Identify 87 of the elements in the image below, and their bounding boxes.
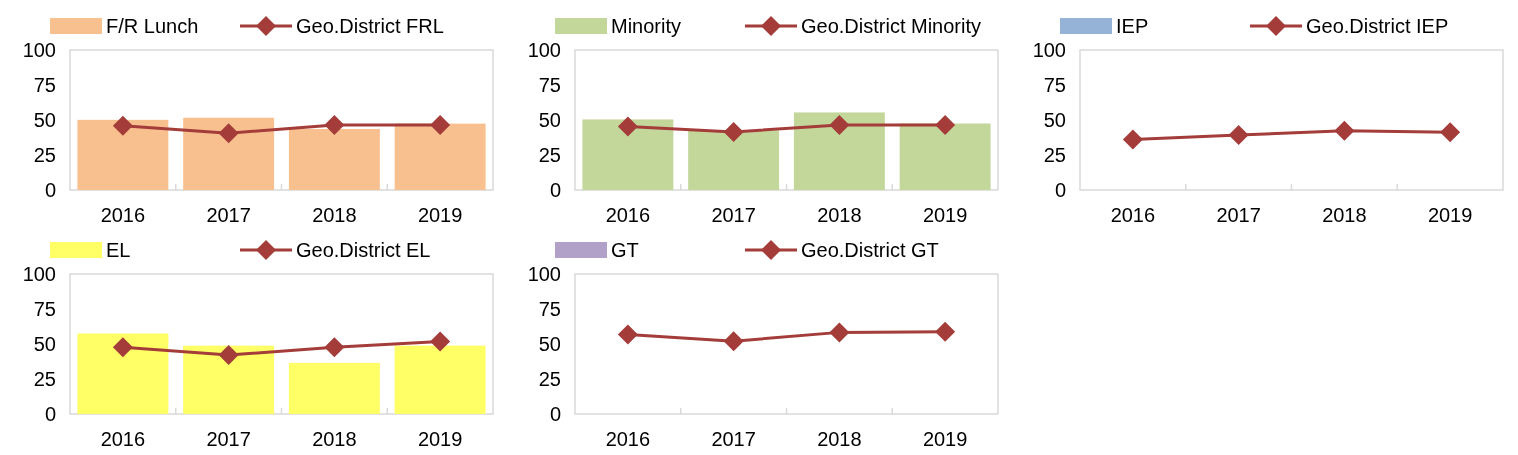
bar bbox=[77, 333, 169, 414]
x-tick-label: 2017 bbox=[1216, 204, 1261, 226]
bar bbox=[183, 345, 275, 414]
x-tick-label: 2018 bbox=[312, 204, 357, 226]
x-tick-label: 2018 bbox=[312, 428, 357, 450]
point bbox=[218, 123, 239, 144]
x-tick-label: 2017 bbox=[206, 204, 251, 226]
x-tick-label: 2018 bbox=[1322, 204, 1367, 226]
point bbox=[617, 324, 638, 345]
point bbox=[430, 115, 451, 136]
y-tick-label: 100 bbox=[1032, 39, 1066, 61]
legend-label: GT bbox=[611, 239, 639, 261]
legend-label: IEP bbox=[1116, 15, 1149, 37]
point bbox=[1122, 129, 1143, 150]
point bbox=[723, 331, 744, 352]
point bbox=[829, 322, 850, 343]
y-tick-label: 25 bbox=[1043, 144, 1066, 166]
bar bbox=[394, 123, 486, 190]
point bbox=[935, 114, 956, 135]
point bbox=[1228, 125, 1249, 146]
y-tick-label: 50 bbox=[33, 333, 56, 355]
x-tick-label: 2016 bbox=[1110, 204, 1156, 226]
point bbox=[218, 345, 239, 366]
bar bbox=[288, 128, 380, 190]
y-tick-label: 0 bbox=[44, 403, 56, 425]
y-tick-label: 0 bbox=[44, 179, 56, 201]
bar bbox=[77, 119, 169, 190]
point bbox=[829, 114, 850, 135]
y-tick-label: 75 bbox=[33, 74, 56, 96]
y-tick-label: 50 bbox=[538, 109, 561, 131]
x-tick-label: 2016 bbox=[100, 204, 146, 226]
x-tick-label: 2019 bbox=[922, 428, 968, 450]
y-tick-label: 75 bbox=[33, 298, 56, 320]
legend-label: Geo.District FRL bbox=[296, 15, 444, 37]
x-tick-label: 2017 bbox=[711, 428, 756, 450]
x-tick-label: 2017 bbox=[206, 428, 251, 450]
bar bbox=[688, 130, 780, 190]
point bbox=[935, 321, 956, 342]
legend-label: Geo.District Minority bbox=[801, 15, 982, 37]
x-tick-label: 2016 bbox=[605, 204, 651, 226]
y-tick-label: 75 bbox=[538, 298, 561, 320]
y-tick-label: 100 bbox=[527, 263, 561, 285]
x-tick-label: 2019 bbox=[1427, 204, 1473, 226]
x-tick-label: 2019 bbox=[417, 204, 463, 226]
y-tick-label: 0 bbox=[549, 179, 561, 201]
y-tick-label: 75 bbox=[1043, 74, 1066, 96]
point bbox=[430, 331, 451, 352]
y-tick-label: 0 bbox=[1054, 179, 1066, 201]
y-tick-label: 25 bbox=[33, 368, 56, 390]
legend-label: Geo.District GT bbox=[801, 239, 939, 261]
legend-label: Minority bbox=[611, 15, 682, 37]
x-tick-label: 2018 bbox=[817, 204, 862, 226]
legend-label: EL bbox=[106, 239, 131, 261]
point bbox=[324, 115, 345, 136]
bar bbox=[183, 117, 275, 190]
x-tick-label: 2017 bbox=[711, 204, 756, 226]
x-tick-label: 2016 bbox=[605, 428, 651, 450]
bar bbox=[899, 123, 991, 190]
legend-label: F/R Lunch bbox=[106, 15, 199, 37]
x-tick-label: 2019 bbox=[417, 428, 463, 450]
y-tick-label: 25 bbox=[538, 368, 561, 390]
y-tick-label: 50 bbox=[538, 333, 561, 355]
legend-label: Geo.District IEP bbox=[1306, 15, 1449, 37]
x-tick-label: 2016 bbox=[100, 428, 146, 450]
y-tick-label: 100 bbox=[527, 39, 561, 61]
y-tick-label: 25 bbox=[33, 144, 56, 166]
y-tick-label: 75 bbox=[538, 74, 561, 96]
point bbox=[1334, 120, 1355, 141]
point bbox=[112, 337, 133, 358]
x-tick-label: 2018 bbox=[817, 428, 862, 450]
y-tick-label: 0 bbox=[549, 403, 561, 425]
y-tick-label: 25 bbox=[538, 144, 561, 166]
bar bbox=[288, 362, 380, 414]
bar bbox=[582, 119, 674, 190]
bar bbox=[394, 345, 486, 414]
point bbox=[617, 116, 638, 137]
x-tick-label: 2019 bbox=[922, 204, 968, 226]
y-tick-label: 50 bbox=[33, 109, 56, 131]
point bbox=[324, 337, 345, 358]
y-tick-label: 100 bbox=[22, 39, 56, 61]
point bbox=[723, 121, 744, 142]
point bbox=[112, 115, 133, 136]
bar bbox=[793, 112, 885, 190]
point bbox=[1440, 122, 1461, 143]
y-tick-label: 100 bbox=[22, 263, 56, 285]
y-tick-label: 50 bbox=[1043, 109, 1066, 131]
legend-label: Geo.District EL bbox=[296, 239, 431, 261]
